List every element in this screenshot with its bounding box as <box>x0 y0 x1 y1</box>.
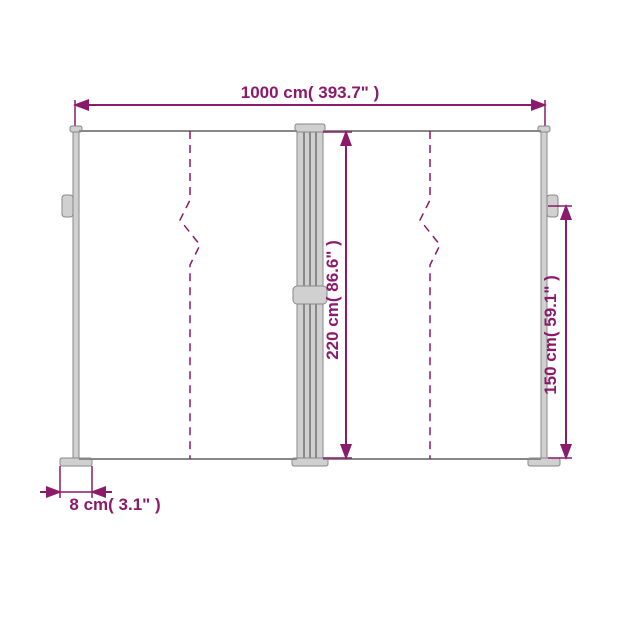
product-structure <box>60 124 560 466</box>
right-height-label: 150 cm( 59.1" ) <box>541 275 560 395</box>
bottom-depth-dimension: 8 cm( 3.1" ) <box>40 466 161 514</box>
top-width-dimension: 1000 cm( 393.7" ) <box>75 83 545 130</box>
center-height-dimension: 220 cm( 86.6" ) <box>323 132 352 458</box>
dimension-diagram: 1000 cm( 393.7" ) <box>0 0 620 620</box>
center-height-label: 220 cm( 86.6" ) <box>323 240 342 360</box>
width-label: 1000 cm( 393.7" ) <box>241 83 379 102</box>
depth-label: 8 cm( 3.1" ) <box>69 495 160 514</box>
